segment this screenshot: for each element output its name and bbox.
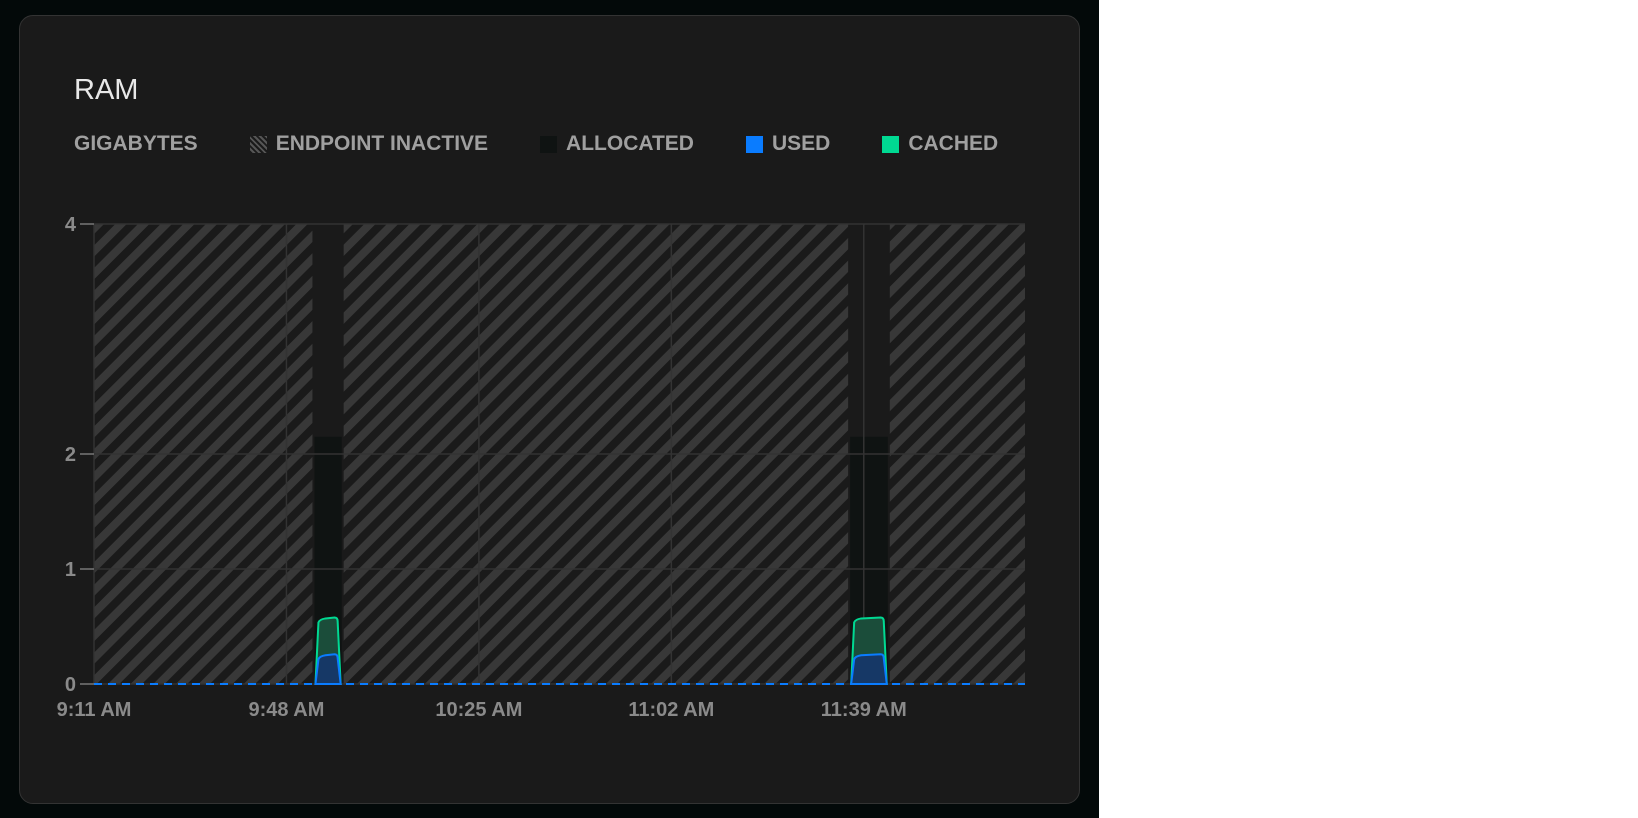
unit-label: GIGABYTES [74, 132, 198, 155]
hatch-swatch-icon [249, 135, 267, 153]
legend-used: USED [745, 132, 831, 156]
used-swatch-icon [745, 135, 763, 153]
y-tick-label: 1 [65, 559, 76, 581]
x-tick-label: 11:02 AM [628, 699, 714, 721]
legend-label: ALLOCATED [566, 132, 694, 155]
x-tick-label: 9:11 AM [57, 699, 132, 721]
allocated-swatch-icon [540, 135, 558, 153]
used-area [850, 653, 888, 685]
legend: GIGABYTES ENDPOINT INACTIVE ALLOCATED US… [74, 132, 998, 156]
y-tick-label: 4 [65, 214, 77, 236]
legend-label: CACHED [908, 132, 999, 155]
cached-swatch-icon [882, 135, 900, 153]
card-title: RAM [74, 74, 139, 106]
y-tick-label: 0 [65, 674, 76, 696]
x-tick-label: 10:25 AM [435, 699, 522, 721]
legend-label: USED [771, 132, 831, 155]
x-tick-label: 11:39 AM [821, 699, 907, 721]
legend-allocated: ALLOCATED [540, 132, 694, 156]
used-area [314, 653, 342, 685]
legend-cached: CACHED [882, 132, 998, 156]
y-tick-label: 2 [65, 444, 76, 466]
legend-label: ENDPOINT INACTIVE [275, 132, 489, 155]
x-tick-label: 9:48 AM [248, 699, 324, 721]
legend-endpoint-inactive: ENDPOINT INACTIVE [249, 132, 489, 156]
